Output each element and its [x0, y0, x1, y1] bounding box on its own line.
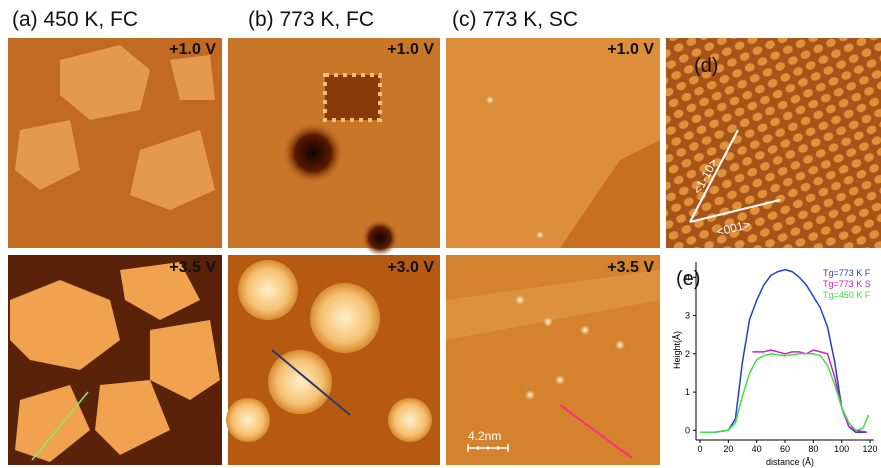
column-label: (c) 773 K, SC: [452, 8, 578, 31]
y-tick-label: 0: [685, 425, 690, 435]
bias-label: +3.5 V: [607, 259, 654, 276]
image-a-top: +1.0 V: [8, 38, 222, 248]
x-axis-label: distance (Å): [766, 457, 814, 467]
line-series: [752, 350, 867, 432]
x-tick-label: 20: [723, 444, 733, 454]
x-tick-label: 120: [862, 444, 877, 454]
y-tick-label: 1: [685, 387, 690, 397]
y-tick-label: 2: [685, 349, 690, 359]
bias-label: +3.5 V: [169, 259, 216, 276]
bias-label: +1.0 V: [169, 41, 216, 58]
image-b-top: +1.0 V: [228, 38, 440, 256]
image-b-bottom: +3.0 V: [226, 255, 440, 465]
x-tick-label: 0: [697, 444, 702, 454]
line-series: [700, 354, 869, 433]
x-tick-label: 60: [780, 444, 790, 454]
legend-entry: Tg=450 K F: [823, 290, 871, 300]
legend-entry: Tg=773 K S: [823, 279, 871, 289]
column-labels: (a) 450 K, FC (b) 773 K, FC (c) 773 K, S…: [12, 8, 578, 31]
legend-entry: Tg=773 K F: [823, 268, 871, 278]
bias-label: +3.0 V: [387, 259, 434, 276]
image-d: (d) <1-10> <001>: [666, 38, 881, 248]
y-axis-label: Height(Å): [672, 331, 682, 369]
y-tick-label: 4: [685, 272, 690, 282]
y-tick-label: 3: [685, 311, 690, 321]
panel-label: (d): [694, 55, 718, 77]
scale-bar-label: 4.2nm: [468, 429, 501, 443]
column-label: (b) 773 K, FC: [248, 8, 374, 31]
column-label: (a) 450 K, FC: [12, 8, 138, 31]
bias-label: +1.0 V: [387, 41, 434, 58]
x-tick-label: 80: [808, 444, 818, 454]
image-c-bottom: 4.2nm +3.5 V: [446, 255, 660, 465]
x-tick-label: 40: [752, 444, 762, 454]
image-a-bottom: +3.5 V: [8, 255, 222, 465]
x-tick-label: 100: [834, 444, 849, 454]
image-c-top: +1.0 V: [446, 38, 660, 248]
figure: (a) 450 K, FC (b) 773 K, FC (c) 773 K, S…: [0, 0, 881, 468]
bias-label: +1.0 V: [607, 41, 654, 58]
